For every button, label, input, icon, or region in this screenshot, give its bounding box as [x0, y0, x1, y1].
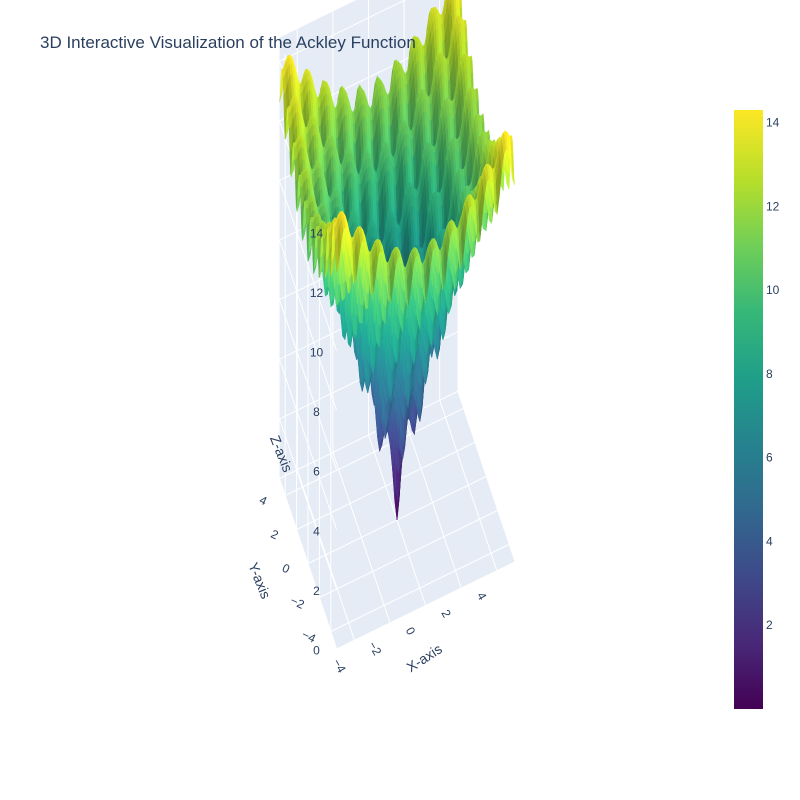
z-gridline — [279, 418, 337, 590]
z-gridline — [279, 299, 337, 470]
z-gridline — [279, 0, 407, 62]
z-gridline — [279, 239, 337, 411]
surface-mesh — [279, 0, 515, 521]
y-gridline — [296, 442, 475, 530]
z-gridline — [279, 478, 337, 649]
y-gridline — [284, 408, 464, 496]
y-gridline — [330, 544, 510, 632]
surface-cell — [293, 145, 298, 162]
z-gridline — [279, 391, 458, 479]
z-gridline — [279, 180, 337, 351]
chart-title: 3D Interactive Visualization of the Ackl… — [40, 33, 416, 52]
y-gridline — [319, 510, 498, 598]
z-gridline — [279, 359, 337, 530]
